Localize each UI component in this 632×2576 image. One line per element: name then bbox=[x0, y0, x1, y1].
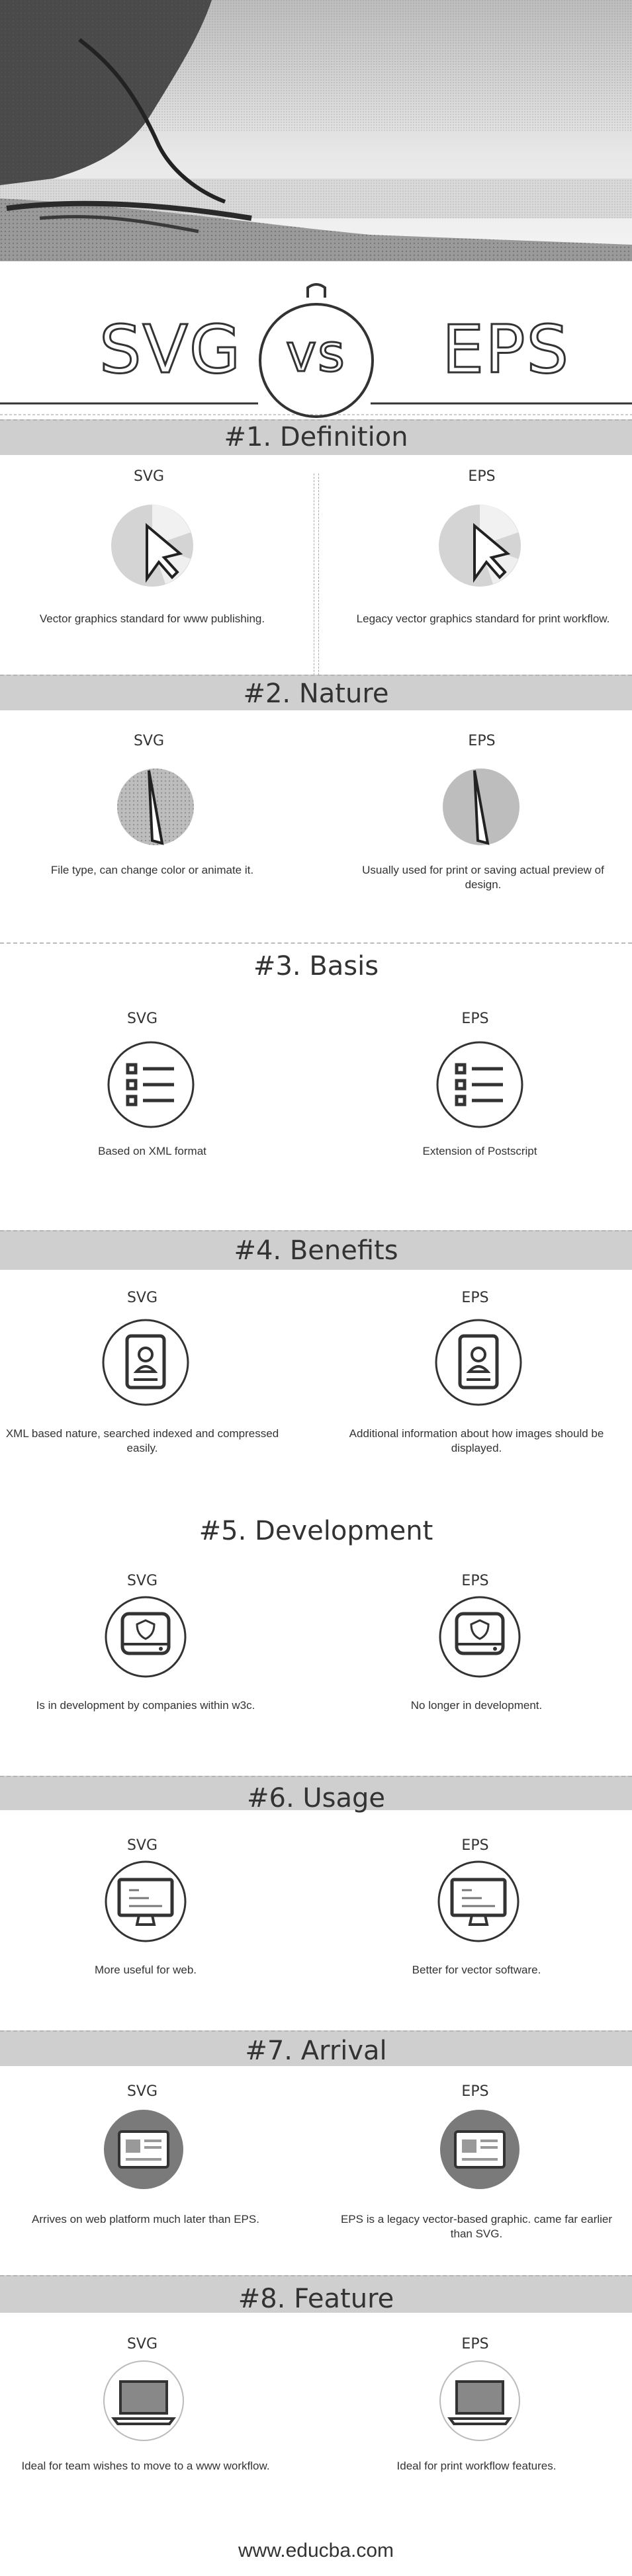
section-heading-definition: #1. Definition bbox=[224, 422, 408, 452]
column-divider bbox=[314, 474, 319, 698]
list-icon bbox=[105, 1038, 197, 1134]
shield-drive-icon bbox=[103, 1594, 189, 1683]
svg-usage-text: More useful for web. bbox=[94, 1964, 197, 1976]
svg-label: SVG bbox=[133, 468, 165, 485]
monitor-icon bbox=[435, 1858, 521, 1948]
section-band-definition bbox=[0, 419, 632, 455]
section-heading-basis: #3. Basis bbox=[253, 951, 379, 981]
svg-benefits-text: XML based nature, searched indexed and c… bbox=[5, 1427, 279, 1454]
laptop-icon bbox=[101, 2358, 187, 2447]
svg-label: SVG bbox=[126, 1011, 158, 1027]
section-heading-nature: #2. Nature bbox=[243, 679, 389, 709]
section-band-nature bbox=[0, 675, 632, 710]
section-band-arrival bbox=[0, 2030, 632, 2066]
eps-label: EPS bbox=[461, 1573, 489, 1589]
svg-nature-text: File type, can change color or animate i… bbox=[50, 864, 254, 876]
svg-title: SVG bbox=[98, 310, 242, 390]
profile-document-icon bbox=[99, 1316, 192, 1412]
globe-pen-icon bbox=[438, 764, 524, 853]
svg-label: SVG bbox=[126, 1290, 158, 1306]
eps-label: EPS bbox=[461, 1290, 489, 1306]
list-icon bbox=[433, 1038, 526, 1134]
monitor-icon bbox=[103, 1858, 189, 1948]
web-page-icon bbox=[437, 2106, 523, 2196]
eps-development-text: No longer in development. bbox=[410, 1699, 543, 1712]
profile-document-icon bbox=[432, 1316, 525, 1412]
svg-basis-text: Based on XML format bbox=[98, 1145, 206, 1157]
eps-definition-text: Legacy vector graphics standard for prin… bbox=[356, 612, 610, 625]
title-banner bbox=[0, 261, 632, 420]
shield-drive-icon bbox=[437, 1594, 523, 1683]
svg-label: SVG bbox=[126, 1573, 158, 1589]
svg-label: SVG bbox=[126, 2336, 158, 2352]
eps-label: EPS bbox=[461, 2336, 489, 2352]
hero-landscape-image bbox=[0, 0, 632, 261]
eps-title: EPS bbox=[441, 310, 570, 390]
pie-cursor-icon bbox=[106, 499, 199, 595]
svg-feature-text: Ideal for team wishes to move to a www w… bbox=[21, 2460, 270, 2472]
eps-usage-text: Better for vector software. bbox=[412, 1964, 541, 1976]
section-band-benefits bbox=[0, 1230, 632, 1270]
pie-cursor-icon bbox=[433, 499, 526, 595]
web-page-icon bbox=[101, 2106, 187, 2196]
section-heading-usage: #6. Usage bbox=[246, 1783, 386, 1813]
section-heading-development: #5. Development bbox=[199, 1516, 433, 1546]
eps-basis-text: Extension of Postscript bbox=[422, 1145, 537, 1157]
svg-label: SVG bbox=[126, 2083, 158, 2100]
eps-benefits-text: Additional information about how images … bbox=[349, 1427, 604, 1454]
eps-nature-text: Usually used for print or saving actual … bbox=[362, 864, 604, 891]
section-band-usage bbox=[0, 1776, 632, 1810]
section-heading-feature: #8. Feature bbox=[238, 2284, 394, 2314]
eps-label: EPS bbox=[461, 2083, 489, 2100]
laptop-icon bbox=[437, 2358, 523, 2447]
svg-label: SVG bbox=[133, 733, 165, 749]
svg-label: SVG bbox=[126, 1837, 158, 1854]
vs-label: vs bbox=[285, 323, 346, 385]
eps-label: EPS bbox=[461, 1011, 489, 1027]
eps-label: EPS bbox=[461, 1837, 489, 1854]
eps-label: EPS bbox=[468, 733, 496, 749]
section-heading-arrival: #7. Arrival bbox=[245, 2036, 387, 2066]
svg-definition-text: Vector graphics standard for www publish… bbox=[39, 612, 265, 625]
section-heading-benefits: #4. Benefits bbox=[234, 1235, 398, 1266]
eps-feature-text: Ideal for print workflow features. bbox=[396, 2460, 557, 2472]
eps-label: EPS bbox=[468, 468, 496, 485]
footer-site-link[interactable]: www.educba.com bbox=[238, 2540, 394, 2561]
svg-arrival-text: Arrives on web platform much later than … bbox=[32, 2213, 259, 2225]
svg-development-text: Is in development by companies within w3… bbox=[36, 1699, 255, 1712]
section-band-basis bbox=[0, 942, 632, 978]
section-band-feature bbox=[0, 2275, 632, 2313]
eps-arrival-text: EPS is a legacy vector-based graphic. ca… bbox=[340, 2213, 613, 2240]
globe-pen-icon bbox=[113, 764, 199, 853]
